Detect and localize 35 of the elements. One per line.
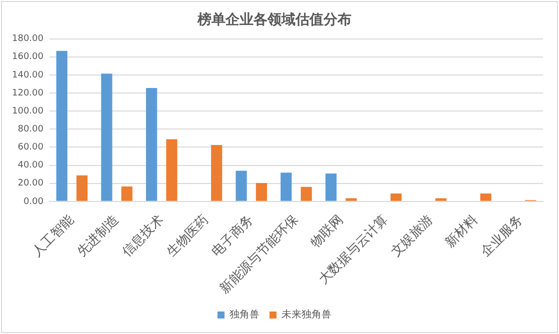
x-tick-label: 人工智能 (30, 212, 78, 260)
bar (325, 174, 337, 201)
bar (146, 88, 158, 201)
bar (166, 139, 178, 201)
bar (480, 193, 492, 201)
y-tick-label: 180.00 (12, 34, 44, 44)
chart-title: 榜单企业各领域估值分布 (196, 11, 352, 28)
y-tick-label: 100.00 (12, 106, 44, 116)
x-tick-label: 企业服务 (478, 212, 526, 260)
x-tick-label: 新材料 (442, 212, 481, 251)
y-tick-label: 80.00 (18, 124, 44, 134)
bar (390, 193, 402, 201)
y-tick-label: 0.00 (23, 196, 44, 207)
legend-label: 未来独角兽 (282, 308, 332, 321)
y-tick-label: 140.00 (12, 70, 44, 80)
bar (346, 198, 357, 201)
bar (121, 186, 132, 201)
y-tick-label: 40.00 (18, 160, 44, 171)
bar (56, 50, 68, 201)
x-tick-label: 文娱旅游 (388, 212, 436, 260)
y-tick-label: 120.00 (12, 88, 44, 98)
y-tick-label: 20.00 (18, 178, 44, 189)
x-tick-label: 物联网 (308, 212, 346, 251)
x-tick-label: 生物医药 (164, 212, 212, 260)
bar (435, 198, 446, 201)
bar (211, 144, 222, 201)
bar (236, 170, 247, 201)
y-tick-label: 160.00 (12, 52, 44, 62)
legend-label: 独角兽 (230, 308, 260, 321)
y-tick-label: 60.00 (18, 142, 44, 153)
bar (300, 186, 312, 201)
bar (280, 172, 292, 201)
bar (256, 183, 268, 201)
bar (76, 175, 88, 201)
bar (101, 74, 112, 201)
